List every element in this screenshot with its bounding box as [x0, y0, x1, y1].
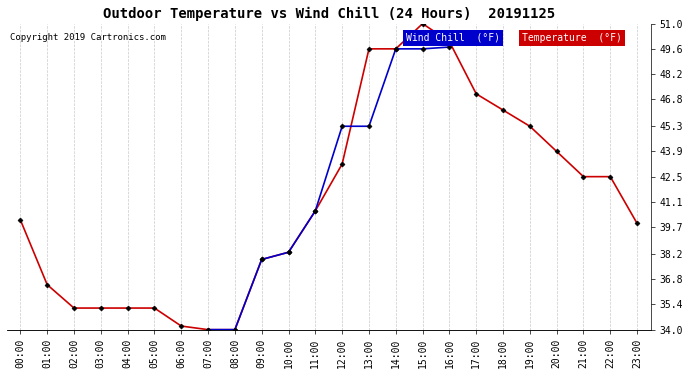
Title: Outdoor Temperature vs Wind Chill (24 Hours)  20191125: Outdoor Temperature vs Wind Chill (24 Ho… [103, 7, 555, 21]
Text: Copyright 2019 Cartronics.com: Copyright 2019 Cartronics.com [10, 33, 166, 42]
Text: Temperature  (°F): Temperature (°F) [522, 33, 622, 43]
Text: Wind Chill  (°F): Wind Chill (°F) [406, 33, 500, 43]
